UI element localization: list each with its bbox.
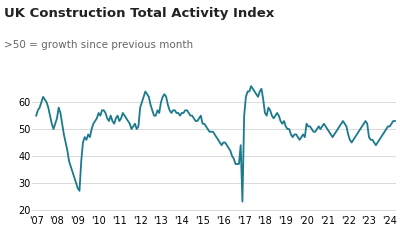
Text: >50 = growth since previous month: >50 = growth since previous month: [4, 40, 193, 50]
Text: UK Construction Total Activity Index: UK Construction Total Activity Index: [4, 8, 274, 20]
